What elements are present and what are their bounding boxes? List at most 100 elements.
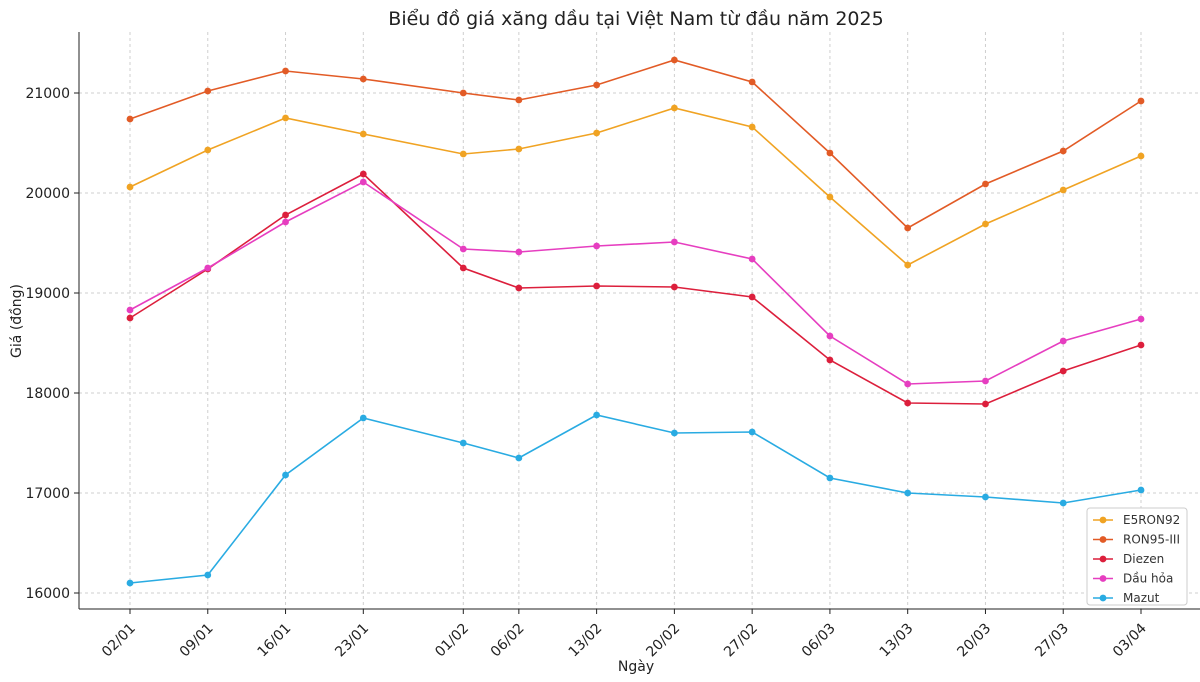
data-point-diezen xyxy=(126,314,134,322)
series-dau-hoa xyxy=(126,178,1145,388)
legend-dot-marker xyxy=(1099,594,1107,602)
data-point-diezen xyxy=(1059,367,1067,375)
legend-dot-marker xyxy=(1099,575,1107,582)
legend-dot-marker xyxy=(1099,516,1107,524)
x-tick-label: 23/01 xyxy=(332,621,372,661)
x-axis-title: Ngày xyxy=(618,659,654,675)
series-line-diezen xyxy=(129,173,1142,405)
data-point-mazut xyxy=(282,471,289,479)
data-point-mazut xyxy=(670,429,678,437)
data-point-e5ron92 xyxy=(282,114,289,122)
legend-box xyxy=(1086,507,1188,606)
legend-label: Mazut xyxy=(1123,591,1160,605)
data-point-ron95-iii xyxy=(670,56,678,64)
data-point-diezen xyxy=(670,283,678,291)
x-tick-label: 01/02 xyxy=(432,621,472,661)
data-point-diezen xyxy=(359,170,367,178)
data-point-dau-hoa xyxy=(904,380,912,388)
data-point-dau-hoa xyxy=(748,255,756,263)
data-point-mazut xyxy=(359,414,367,422)
data-point-dau-hoa xyxy=(1137,315,1145,323)
data-point-diezen xyxy=(593,282,601,290)
data-point-e5ron92 xyxy=(459,150,467,158)
y-tick-label: 19000 xyxy=(25,286,70,302)
x-tick-label: 20/02 xyxy=(643,621,683,661)
data-point-ron95-iii xyxy=(359,75,367,83)
data-point-dau-hoa xyxy=(459,245,467,253)
x-tick-label: 27/02 xyxy=(721,621,761,661)
data-point-ron95-iii xyxy=(282,67,289,75)
data-point-e5ron92 xyxy=(204,146,212,154)
legend-label: Diezen xyxy=(1123,552,1164,566)
data-point-mazut xyxy=(126,579,134,587)
data-point-mazut xyxy=(748,428,756,436)
y-tick-label: 21000 xyxy=(25,86,70,102)
data-point-ron95-iii xyxy=(126,115,134,123)
data-point-dau-hoa xyxy=(126,306,134,314)
data-point-diezen xyxy=(748,293,756,301)
series-e5ron92 xyxy=(126,104,1145,269)
axes xyxy=(78,32,1200,610)
series xyxy=(126,56,1145,587)
data-point-diezen xyxy=(282,211,289,219)
data-point-ron95-iii xyxy=(1137,97,1145,105)
data-point-ron95-iii xyxy=(826,149,834,157)
data-point-mazut xyxy=(204,571,212,579)
data-point-e5ron92 xyxy=(670,104,678,112)
series-line-ron95-iii xyxy=(129,59,1142,229)
chart-title: Biểu đồ giá xăng dầu tại Việt Nam từ đầu… xyxy=(388,8,883,30)
data-point-dau-hoa xyxy=(282,218,289,226)
data-point-ron95-iii xyxy=(459,89,467,97)
x-tick-label: 27/03 xyxy=(1032,621,1072,661)
legend-item-diezen: Diezen xyxy=(1093,552,1164,566)
data-point-e5ron92 xyxy=(359,130,367,138)
legend-label: Dầu hỏa xyxy=(1123,572,1173,586)
data-point-mazut xyxy=(904,489,912,497)
data-point-mazut xyxy=(515,454,523,462)
legend-item-dau-hoa: Dầu hỏa xyxy=(1093,572,1173,586)
y-tick-label: 17000 xyxy=(25,486,70,502)
data-point-dau-hoa xyxy=(593,242,601,250)
series-diezen xyxy=(126,170,1145,408)
legend-item-mazut: Mazut xyxy=(1093,591,1160,605)
data-point-diezen xyxy=(826,356,834,364)
y-tick-label: 20000 xyxy=(25,186,70,202)
data-point-e5ron92 xyxy=(904,261,912,269)
data-point-ron95-iii xyxy=(1059,147,1067,155)
x-tick-label: 13/03 xyxy=(877,621,917,661)
data-point-mazut xyxy=(459,439,467,447)
data-point-mazut xyxy=(982,493,989,501)
x-tick-label: 13/02 xyxy=(566,621,606,661)
data-point-e5ron92 xyxy=(515,145,523,153)
x-tick-label: 09/01 xyxy=(177,621,217,661)
data-point-dau-hoa xyxy=(515,248,523,256)
legend-dot-marker xyxy=(1099,555,1107,563)
data-point-diezen xyxy=(904,399,912,407)
data-point-dau-hoa xyxy=(982,377,989,385)
legend-item-ron95-iii: RON95-III xyxy=(1093,533,1180,547)
x-tick-label: 16/01 xyxy=(255,621,295,661)
x-ticks: 02/01 09/01 16/01 23/01 01/02 06/02 13/02 20/02… xyxy=(99,609,1150,660)
data-point-ron95-iii xyxy=(515,96,523,104)
y-tick-label: 18000 xyxy=(25,386,70,402)
y-tick-label: 16000 xyxy=(25,586,70,602)
series-line-mazut xyxy=(129,414,1142,584)
legend-label: RON95-III xyxy=(1123,533,1180,547)
y-axis-title: Giá (đồng) xyxy=(8,284,25,358)
data-point-mazut xyxy=(593,411,601,419)
data-point-dau-hoa xyxy=(1059,337,1067,345)
data-point-mazut xyxy=(1059,499,1067,507)
data-point-mazut xyxy=(1137,486,1145,494)
data-point-e5ron92 xyxy=(748,123,756,131)
data-point-e5ron92 xyxy=(826,193,834,201)
series-ron95-iii xyxy=(126,56,1145,232)
data-point-dau-hoa xyxy=(826,332,834,340)
x-tick-label: 02/01 xyxy=(99,621,139,661)
data-point-e5ron92 xyxy=(593,129,601,137)
data-point-ron95-iii xyxy=(982,180,989,188)
x-tick-label: 06/03 xyxy=(799,621,839,661)
data-point-diezen xyxy=(982,400,989,408)
data-point-ron95-iii xyxy=(204,87,212,95)
